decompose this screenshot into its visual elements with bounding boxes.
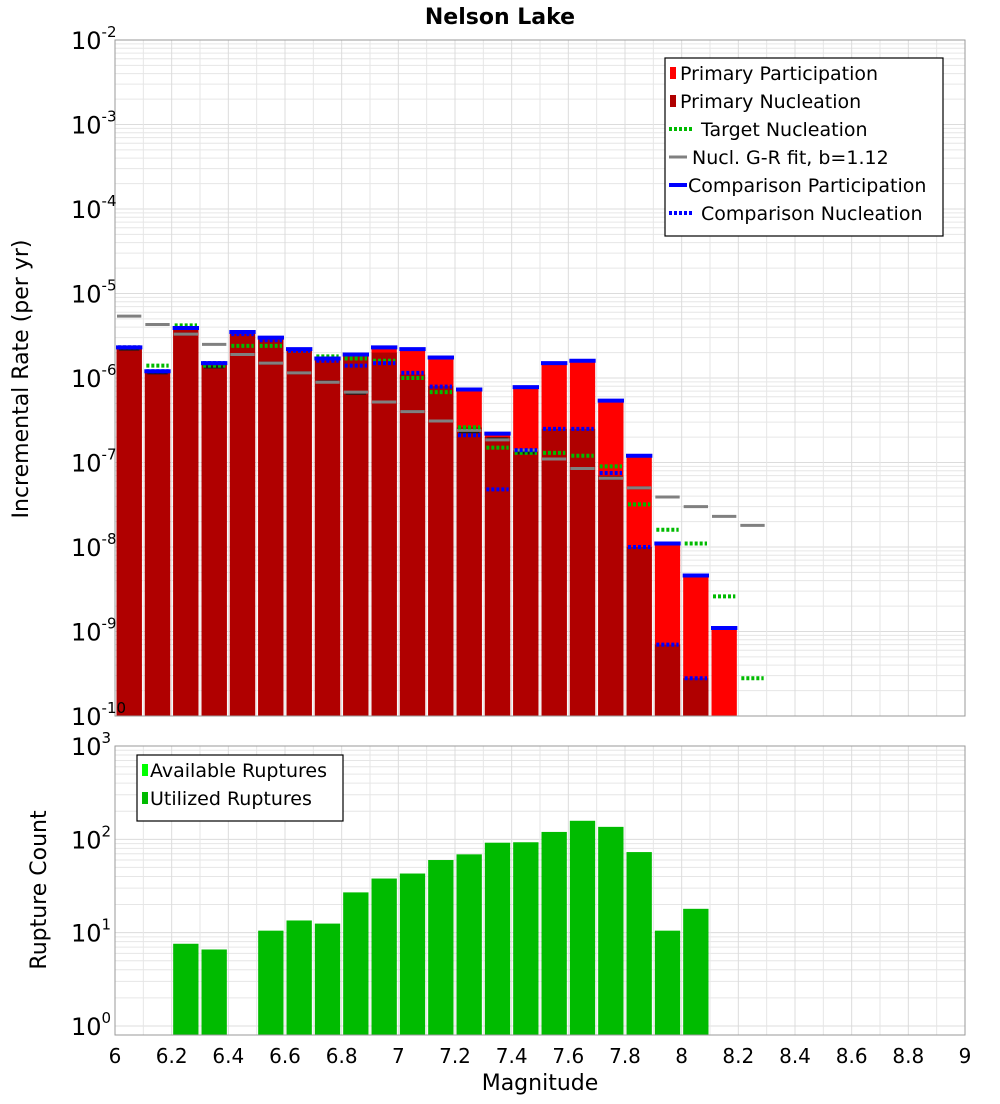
x-tick-label: 8.6 — [836, 1044, 868, 1068]
primary-nucleation-bar — [371, 352, 397, 716]
legend-box — [664, 57, 944, 237]
y-tick-label: 101 — [71, 916, 111, 948]
available-ruptures-legend-label: Available Ruptures — [150, 760, 327, 782]
y-tick-label: 103 — [71, 729, 111, 761]
y-tick-label: 100 — [71, 1009, 111, 1041]
y-tick-label: 102 — [71, 822, 111, 854]
utilized-ruptures-bar — [258, 930, 284, 1035]
primary-nucleation-bar — [399, 374, 426, 716]
comparison-participation-legend-label: Comparison Participation — [688, 175, 926, 197]
primary-participation-bar — [711, 628, 737, 716]
x-tick-label: 8.2 — [722, 1044, 754, 1068]
primary-nucleation-bar — [286, 349, 312, 716]
primary-nucleation-bar — [654, 644, 681, 716]
primary-nucleation-bar — [173, 328, 199, 716]
y-tick-label: 10-4 — [71, 192, 117, 224]
x-tick-label: 6.2 — [156, 1044, 188, 1068]
legend: Primary Participation Primary Nucleation T… — [664, 57, 944, 237]
y-tick-label: 10-2 — [71, 23, 117, 55]
y-tick-label: 10-8 — [71, 530, 117, 562]
bottom-panel: 100 101 102 103 6 6.2 6.4 6.6 6.8 7 7.2 7.4 7.6 7.8 8 8… — [71, 729, 971, 1068]
utilized-ruptures-legend-label: Utilized Ruptures — [150, 788, 312, 810]
y-tick-label: 10-3 — [71, 108, 117, 140]
nucl-g-r-fit-b-1-12-legend-label: Nucl. G-R fit, b=1.12 — [692, 147, 889, 169]
target-nucleation-legend-label: Target Nucleation — [700, 119, 868, 141]
primary-nucleation-bar — [683, 678, 709, 716]
top-panel: 10-10 10-9 10-8 10-7 10-6 10-5 10-4 10-3 10-2 Pri… — [71, 23, 966, 731]
primary-nucleation-bar — [569, 428, 596, 716]
x-tick-label: 7.4 — [496, 1044, 528, 1068]
utilized-ruptures-bar — [343, 892, 369, 1035]
utilized-ruptures-bar — [314, 923, 341, 1035]
primary-nucleation-bar — [513, 450, 539, 716]
legend-box — [136, 754, 344, 822]
comparison-nucleation-legend-label: Comparison Nucleation — [701, 203, 923, 225]
x-tick-label: 7 — [392, 1044, 405, 1068]
bottom-y-axis-label: Rupture Count — [27, 810, 52, 970]
x-tick-label: 7.6 — [552, 1044, 584, 1068]
x-tick-label: 7.2 — [439, 1044, 471, 1068]
primary-nucleation-bar — [598, 475, 624, 716]
utilized-ruptures-bar — [173, 943, 199, 1035]
primary-participation-legend-swatch — [670, 67, 676, 79]
primary-nucleation-legend-label: Primary Nucleation — [680, 91, 861, 113]
primary-nucleation-bar — [484, 437, 511, 716]
primary-nucleation-bar — [229, 332, 256, 716]
primary-nucleation-bar — [201, 363, 227, 716]
primary-nucleation-bar — [314, 358, 341, 716]
y-tick-label: 10-7 — [71, 446, 117, 478]
y-tick-label: 10-9 — [71, 615, 117, 647]
utilized-ruptures-bar — [683, 908, 709, 1035]
utilized-ruptures-bar — [428, 860, 454, 1035]
primary-nucleation-bar — [116, 347, 142, 716]
x-tick-label: 9 — [959, 1044, 972, 1068]
top-y-axis-label: Incremental Rate (per yr) — [9, 240, 34, 519]
x-tick-label: 6 — [109, 1044, 122, 1068]
y-tick-label: 10-5 — [71, 277, 117, 309]
axes-frame — [114, 745, 966, 1036]
primary-nucleation-bar — [428, 386, 454, 716]
primary-nucleation-bar — [456, 427, 482, 716]
grid — [115, 745, 965, 1035]
utilized-ruptures-bar — [484, 842, 511, 1035]
utilized-ruptures-bar — [541, 831, 567, 1035]
primary-nucleation-bar — [343, 354, 369, 716]
x-tick-label: 6.4 — [212, 1044, 244, 1068]
x-tick-label: 6.6 — [269, 1044, 301, 1068]
utilized-ruptures-bar — [399, 873, 426, 1035]
x-tick-label: 8.4 — [779, 1044, 811, 1068]
x-tick-label: 7.8 — [609, 1044, 641, 1068]
utilized-ruptures-bar — [371, 878, 397, 1035]
y-tick-label: 10-6 — [71, 361, 117, 393]
utilized-ruptures-bar — [201, 949, 227, 1035]
x-tick-label: 8.8 — [892, 1044, 924, 1068]
primary-nucleation-legend-swatch — [670, 95, 676, 107]
utilized-ruptures-bar — [598, 826, 624, 1035]
primary-nucleation-bar — [541, 428, 567, 716]
utilized-ruptures-legend-swatch — [142, 792, 148, 804]
utilized-ruptures-bar — [569, 820, 596, 1035]
available-ruptures-legend-swatch — [142, 764, 148, 776]
utilized-ruptures-bar — [513, 842, 539, 1035]
primary-participation-legend-label: Primary Participation — [680, 63, 878, 85]
utilized-ruptures-bar — [654, 930, 681, 1035]
y-tick-label: 10-10 — [71, 699, 126, 731]
x-tick-label: 8 — [675, 1044, 688, 1068]
utilized-ruptures-bar — [456, 854, 482, 1035]
axes-frame — [114, 39, 966, 717]
primary-nucleation-bar — [626, 547, 652, 716]
utilized-ruptures-bar — [286, 920, 312, 1035]
primary-nucleation-bar — [144, 371, 171, 716]
legend: Available Ruptures Utilized Ruptures — [136, 754, 344, 822]
x-axis-label: Magnitude — [482, 1071, 599, 1096]
utilized-ruptures-bar — [626, 852, 652, 1035]
x-tick-label: 6.8 — [326, 1044, 358, 1068]
chart-title: Nelson Lake — [425, 5, 575, 30]
primary-nucleation-bar — [258, 337, 284, 716]
